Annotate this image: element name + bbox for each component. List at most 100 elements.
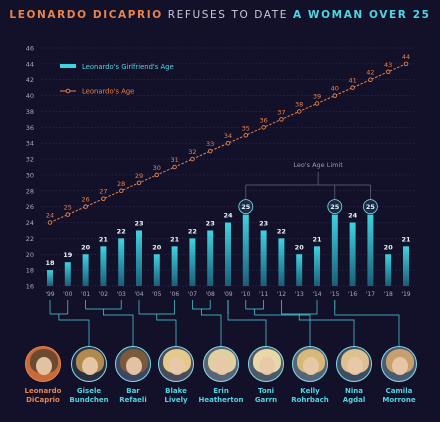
x-tick-label: '05 bbox=[152, 291, 161, 298]
bar bbox=[349, 222, 356, 286]
y-tick-label: 38 bbox=[26, 108, 34, 116]
bar-value-label: 25 bbox=[366, 203, 376, 211]
bar-value-label: 21 bbox=[170, 235, 180, 243]
avatar-face bbox=[36, 357, 52, 375]
leo-age-label: 42 bbox=[366, 69, 374, 77]
bar bbox=[367, 214, 374, 286]
bar-value-label: 21 bbox=[312, 235, 322, 243]
avatar bbox=[71, 346, 107, 382]
leo-age-point bbox=[279, 117, 284, 122]
bar bbox=[136, 230, 142, 286]
leo-age-point bbox=[243, 133, 249, 138]
connector bbox=[156, 314, 177, 346]
bar-value-label: 25 bbox=[330, 203, 340, 211]
connector bbox=[227, 314, 267, 346]
bar-value-label: 22 bbox=[117, 227, 126, 235]
bar-value-label: 19 bbox=[63, 251, 73, 259]
leo-age-label: 36 bbox=[259, 116, 267, 124]
highlight-marker bbox=[362, 199, 378, 215]
legend-label-girlfriend: Leonardo's Girlfriend's Age bbox=[82, 63, 174, 71]
y-tick-label: 46 bbox=[26, 45, 34, 53]
person-name: Camila Morrone bbox=[382, 387, 416, 404]
person-name: Blake Lively bbox=[164, 387, 188, 404]
leo-age-label: 31 bbox=[170, 156, 178, 164]
y-tick-label: 44 bbox=[26, 60, 34, 68]
connector bbox=[103, 309, 134, 346]
leo-age-point bbox=[368, 77, 373, 82]
bar bbox=[207, 230, 214, 286]
bar bbox=[171, 246, 178, 286]
y-tick-label: 20 bbox=[26, 251, 34, 259]
leo-age-point bbox=[190, 156, 195, 162]
bar bbox=[242, 214, 249, 286]
x-tick-label: '01 bbox=[81, 291, 90, 298]
x-tick-label: '00 bbox=[63, 291, 72, 298]
connector bbox=[58, 314, 90, 346]
x-tick-label: '04 bbox=[134, 291, 143, 298]
leo-age-point bbox=[65, 212, 71, 217]
bar bbox=[153, 254, 160, 286]
avatar bbox=[336, 346, 372, 382]
x-tick-label: '15 bbox=[330, 291, 339, 298]
bar bbox=[278, 238, 285, 286]
leo-age-point bbox=[350, 85, 355, 90]
avatar-face bbox=[259, 357, 275, 375]
y-tick-label: 34 bbox=[26, 140, 34, 148]
page-title: LEONARDO DICAPRIO REFUSES TO DATE A WOMA… bbox=[0, 9, 440, 21]
leo-age-point bbox=[225, 140, 231, 146]
avatar bbox=[115, 346, 151, 382]
bar bbox=[296, 254, 303, 286]
title-part-3: A WOMAN OVER 25 bbox=[292, 9, 431, 21]
leo-age-label: 39 bbox=[313, 93, 321, 101]
leo-age-line bbox=[49, 63, 407, 223]
leo-age-point bbox=[47, 220, 53, 225]
leo-age-label: 29 bbox=[135, 172, 143, 180]
leo-age-point bbox=[314, 101, 320, 106]
y-tick-label: 28 bbox=[26, 187, 34, 195]
connector bbox=[298, 314, 355, 346]
y-tick-label: 16 bbox=[26, 283, 34, 291]
person-name: Kelly Rohrbach bbox=[291, 387, 329, 404]
bar-value-label: 21 bbox=[99, 235, 109, 243]
highlight-marker bbox=[327, 199, 343, 215]
leo-age-label: 37 bbox=[277, 108, 285, 116]
title-part-1: LEONARDO DICAPRIO bbox=[9, 9, 163, 21]
leo-age-point bbox=[332, 93, 338, 98]
bar bbox=[260, 230, 267, 286]
avatar bbox=[292, 346, 328, 382]
leo-age-label: 25 bbox=[64, 204, 72, 212]
y-tick-label: 22 bbox=[26, 235, 34, 243]
bar bbox=[385, 254, 392, 286]
x-tick-label: '03 bbox=[117, 291, 126, 298]
legend-swatch-girlfriend bbox=[60, 64, 76, 68]
leo-age-label: 44 bbox=[402, 53, 410, 61]
avatar-face bbox=[303, 357, 319, 375]
leo-age-point bbox=[385, 69, 391, 75]
avatar bbox=[25, 346, 61, 382]
bar bbox=[100, 246, 107, 286]
leo-age-point bbox=[83, 204, 88, 209]
bar-value-label: 23 bbox=[206, 219, 215, 227]
x-tick-label: '10 bbox=[241, 291, 250, 298]
connector bbox=[334, 309, 400, 346]
leo-age-point bbox=[101, 196, 106, 201]
x-tick-label: '11 bbox=[259, 291, 268, 298]
leo-age-label: 26 bbox=[81, 196, 89, 204]
leo-age-point bbox=[136, 180, 142, 186]
person-name: Erin Heatherton bbox=[198, 387, 244, 404]
connector bbox=[254, 309, 311, 346]
leo-age-label: 27 bbox=[99, 188, 107, 196]
bar bbox=[314, 246, 320, 286]
bar-value-label: 22 bbox=[277, 227, 286, 235]
leo-age-label: 41 bbox=[348, 77, 356, 85]
bar bbox=[403, 246, 409, 286]
leo-age-label: 32 bbox=[188, 148, 196, 156]
leo-age-label: 38 bbox=[295, 100, 303, 108]
title-part-2: REFUSES TO DATE bbox=[162, 9, 293, 21]
bar bbox=[225, 222, 231, 286]
y-tick-label: 24 bbox=[26, 219, 34, 227]
leo-age-point bbox=[403, 61, 409, 67]
bar-value-label: 20 bbox=[81, 243, 91, 251]
person-name: Bar Refaeli bbox=[119, 387, 147, 404]
